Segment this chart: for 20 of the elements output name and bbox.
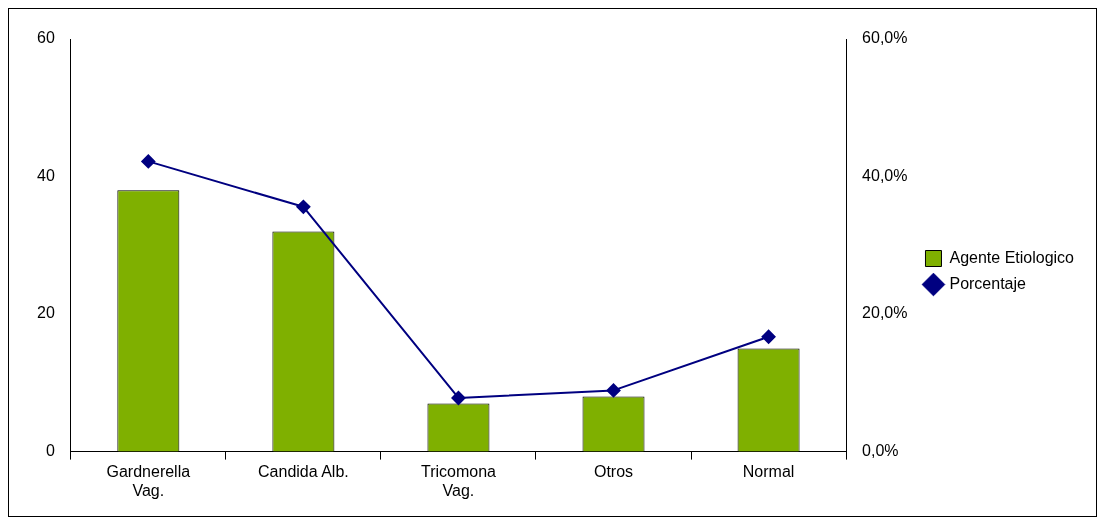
y-tick-label: 40 [37,166,55,184]
y-tick-label: 60 [37,29,55,47]
x-tick-label: Candida Alb. [258,462,349,480]
y2-tick-label: 60,0% [862,29,908,47]
y2-tick-label: 20,0% [862,304,908,322]
point [451,390,466,405]
point [761,329,776,344]
point [141,154,156,169]
y-tick-label: 20 [37,304,55,322]
point [606,383,621,398]
y-tick-label: 0 [45,442,55,460]
x-tick-label: Otros [593,462,634,480]
x-tick-label: Gardnerella Vag. [106,462,191,499]
x-tick-label: Tricomona Vag. [420,462,497,499]
y2-tick-label: 0,0% [862,442,899,460]
legend-label: Agente Etiologico [949,248,1075,266]
legend-label: Porcentaje [949,274,1027,292]
y2-tick-label: 40,0% [862,166,908,184]
x-tick-label: Normal [742,462,795,480]
point [296,199,311,214]
